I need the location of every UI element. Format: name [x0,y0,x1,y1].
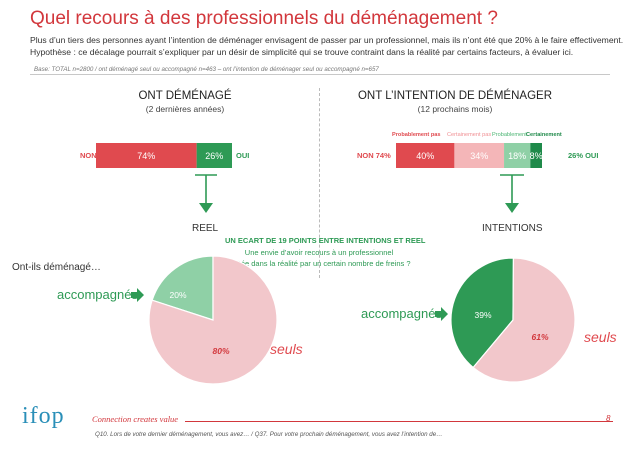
ifop-logo: ifop [22,403,65,429]
bars-left-segment-0 [96,143,197,168]
reel-label: REEL [192,223,219,234]
bars-right-segment-0 [396,143,455,168]
bars-right-segment-2 [504,143,531,168]
right-accompagnes-label: accompagnés [361,306,442,321]
bars-right-value-label-3: 8% [530,151,543,161]
bars-right-value-label-1: 34% [470,151,488,161]
right-connector [500,174,524,205]
pie-left-slice-0 [151,255,214,321]
pie-right-value-label-1: 61% [531,332,548,342]
intro-line-1: Plus d’un tiers des personnes ayant l’in… [30,35,624,45]
left-non-label: NON [80,151,97,160]
right-subheading: (12 prochains mois) [417,104,493,114]
pie-right-slice-1 [472,257,576,383]
right-non-label: NON 74% [357,151,391,160]
right-pie-chart: 39% 61% [450,257,576,383]
right-heading: ONT L’INTENTION DE DÉMÉNAGER [357,90,553,102]
right-legend-item-0: Probablement pas [392,132,441,138]
footer-divider [185,421,613,422]
base-note: Base: TOTAL n=2800 / ont déménagé seul o… [34,66,379,73]
intentions-label: INTENTIONS [482,223,543,234]
bars-right-value-label-2: 18% [508,151,526,161]
pie-left-slice-1 [148,255,278,385]
left-accompagnes-label: accompagnés [57,287,138,302]
left-bar-chart: 74% 26% [96,143,232,168]
bars-right-segment-1 [454,143,505,168]
left-connector [195,174,217,205]
page-number: 8 [606,414,611,423]
right-legend-item-1: Certainement pas [447,132,491,138]
bars-right-value-label-0: 40% [416,151,434,161]
footer-note: Q10. Lors de votre dernier déménagement,… [95,431,443,438]
annotation-line-1: Une envie d’avoir recours à un professio… [244,248,394,257]
left-oui-label: OUI [236,151,250,160]
annotation-title: UN ECART DE 19 POINTS ENTRE INTENTIONS E… [225,236,426,245]
left-subheading: (2 dernières années) [145,104,225,114]
page-title: Quel recours à des professionnels du dém… [30,8,498,29]
left-accompagnes-arrow-icon [131,288,144,302]
left-heading: ONT DÉMÉNAGÉ [138,90,232,102]
side-question: Ont-ils déménagé… [12,262,101,273]
pie-left-value-label-0: 20% [169,290,186,300]
bars-left-value-label-0: 74% [137,151,155,161]
pie-right-value-label-0: 39% [474,310,491,320]
column-divider [319,88,320,278]
right-legend-item-2: Probablement [492,132,527,138]
right-accompagnes-arrow-icon [435,307,448,321]
footer-brand: Connection creates value [92,414,179,424]
left-seuls-label: seuls [270,341,303,357]
right-bar-legend: Probablement pas Certainement pas Probable… [392,132,562,138]
bars-right-segment-3 [530,143,542,168]
base-divider [30,74,610,75]
right-connector-arrow [505,203,519,213]
left-connector-arrow [199,203,213,213]
right-oui-label: 26% OUI [568,151,599,160]
annotation-line-2: limitée dans la réalité par un certain n… [227,259,411,268]
right-seuls-label: seuls [584,329,617,345]
right-legend-item-3: Certainement [526,132,562,138]
left-pie-chart: 20% 80% [148,255,278,385]
pie-right-slice-0 [450,257,515,369]
intro-line-2: Hypothèse : ce décalage pourrait s’expli… [30,47,574,57]
right-bar-chart: 40% 34% 18% 8% [396,143,543,168]
pie-left-value-label-1: 80% [212,346,229,356]
bars-left-segment-1 [196,143,232,168]
bars-left-value-label-1: 26% [205,151,223,161]
